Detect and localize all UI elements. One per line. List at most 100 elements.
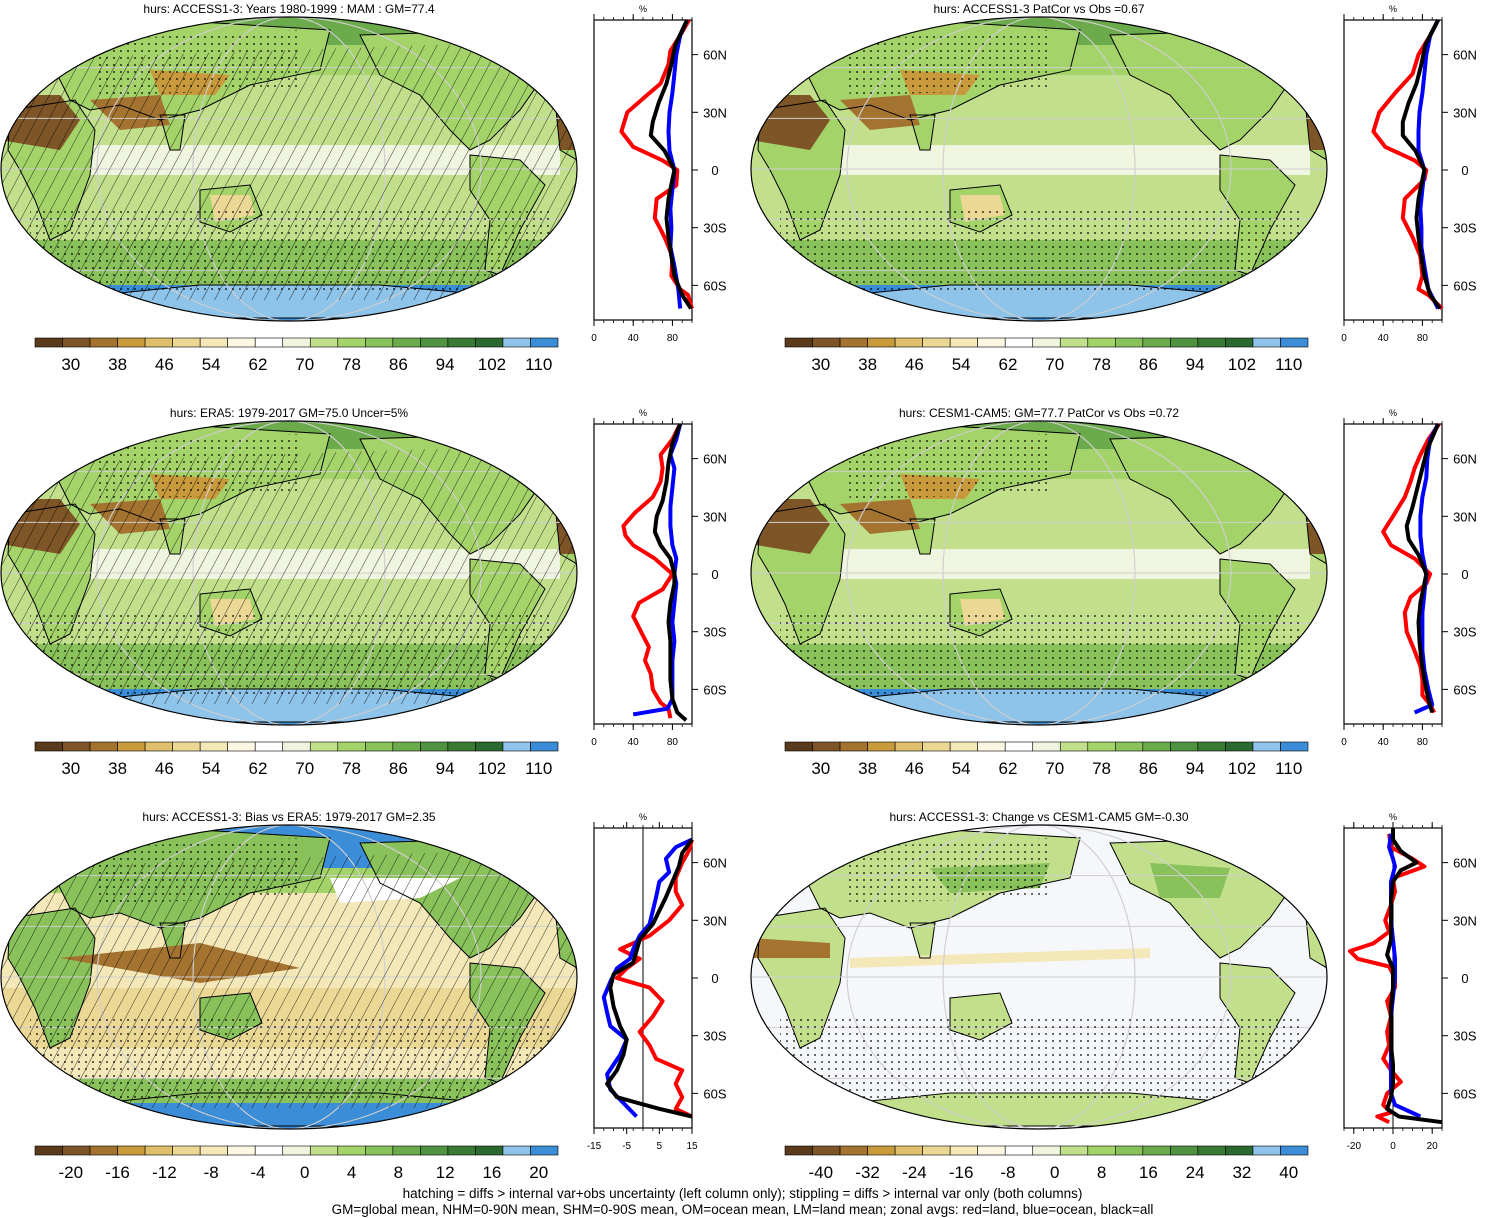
colorbar-swatch <box>1280 741 1309 752</box>
colorbar-swatch <box>309 337 339 348</box>
colorbar-label: -12 <box>152 1163 177 1182</box>
colorbar-swatch <box>420 337 449 348</box>
colorbar-label: 0 <box>300 1163 309 1182</box>
colorbar-swatch <box>922 741 951 752</box>
colorbar-label: 62 <box>249 759 268 778</box>
zonal-x-label: -20 <box>1347 1141 1362 1152</box>
colorbar-swatch <box>867 1145 896 1156</box>
colorbar-swatch <box>447 1145 476 1156</box>
zonal-lat-label: 30S <box>703 625 726 640</box>
colorbar-label: 38 <box>858 759 877 778</box>
colorbar-swatch <box>1197 1145 1226 1156</box>
zonal-lat-label: 60N <box>1453 48 1477 63</box>
zonal-lat-label: 30S <box>703 1029 726 1044</box>
panel-title: hurs: CESM1-CAM5: GM=77.7 PatCor vs Obs … <box>898 406 1180 420</box>
zonal-x-label: 5 <box>657 1141 663 1152</box>
zonal-lat-label: 30S <box>1453 1029 1476 1044</box>
colorbar-swatch <box>34 337 63 348</box>
zonal-lat-label: 60N <box>703 48 727 63</box>
colorbar-label: -16 <box>105 1163 130 1182</box>
colorbar-label: 4 <box>347 1163 356 1182</box>
colorbar-swatch <box>1142 337 1171 348</box>
colorbar-swatch <box>172 1145 201 1156</box>
colorbar: 30 38 46 54 62 70 78 86 94 102 110 <box>784 741 1309 778</box>
map-outline <box>750 824 1328 1130</box>
zonal-line-all <box>1400 19 1442 310</box>
zonal-lat-label: 60S <box>703 1086 726 1101</box>
zonal-x-label: 80 <box>667 333 679 344</box>
panel-graphics: 30 38 46 54 62 70 78 86 94 102 110 0 40 80% 60N 30N 0 30S… <box>750 408 1477 778</box>
colorbar-swatch <box>117 337 146 348</box>
colorbar-label: 94 <box>436 355 455 374</box>
colorbar-swatch <box>977 741 1006 752</box>
zonal-x-label: 40 <box>1378 737 1390 748</box>
colorbar-swatch <box>784 337 813 348</box>
colorbar-swatch <box>199 337 228 348</box>
colorbar-swatch <box>62 741 91 752</box>
colorbar-swatch <box>1170 1145 1199 1156</box>
colorbar-swatch <box>894 337 923 348</box>
zonal-lat-label: 0 <box>1461 971 1468 986</box>
colorbar-label: 54 <box>202 759 221 778</box>
zonal-unit: % <box>639 812 647 822</box>
colorbar-label: -20 <box>58 1163 83 1182</box>
colorbar-label: 102 <box>1228 355 1256 374</box>
colorbar-swatch <box>254 741 284 752</box>
colorbar-swatch <box>894 1145 923 1156</box>
zonal-lat-label: 30S <box>1453 625 1476 640</box>
colorbar-label: 46 <box>155 759 174 778</box>
colorbar-swatch <box>1059 1145 1089 1156</box>
colorbar-swatch <box>337 337 366 348</box>
colorbar-label: 94 <box>1186 355 1205 374</box>
zonal-lat-label: 0 <box>1461 163 1468 178</box>
colorbar-swatch <box>1142 1145 1171 1156</box>
colorbar-swatch <box>392 1145 421 1156</box>
colorbar-swatch <box>1087 337 1116 348</box>
panel-title: hurs: ACCESS1-3 PatCor vs Obs =0.67 <box>933 2 1145 16</box>
colorbar-label: 54 <box>952 759 971 778</box>
colorbar-label: 102 <box>478 759 506 778</box>
colorbar-swatch <box>62 1145 91 1156</box>
colorbar-swatch <box>34 741 63 752</box>
colorbar-label: 86 <box>389 759 408 778</box>
colorbar-label: 94 <box>1186 759 1205 778</box>
colorbar-swatch <box>475 741 504 752</box>
colorbar-label: 110 <box>525 759 552 778</box>
zonal-mean-plot: 0 40 80% 60N 30N 0 30S 60S <box>1341 4 1477 344</box>
colorbar: 30 38 46 54 62 70 78 86 94 102 110 <box>34 741 559 778</box>
colorbar-swatch <box>447 741 476 752</box>
colorbar-label: 102 <box>478 355 506 374</box>
colorbar-swatch <box>199 741 228 752</box>
zonal-line-land <box>1347 833 1427 1125</box>
zonal-lat-label: 30N <box>703 509 727 524</box>
zonal-x-label: -5 <box>622 1141 631 1152</box>
colorbar-swatch <box>89 1145 118 1156</box>
zonal-lat-label: 60S <box>1453 1086 1476 1101</box>
colorbar: 30 38 46 54 62 70 78 86 94 102 110 <box>784 337 1309 374</box>
colorbar-label: 46 <box>905 759 924 778</box>
colorbar-swatch <box>1252 1145 1281 1156</box>
colorbar: -20 -16 -12 -8 -4 0 4 8 12 16 20 <box>34 1145 559 1182</box>
zonal-x-label: 40 <box>1378 333 1390 344</box>
colorbar-swatch <box>475 1145 504 1156</box>
zonal-lat-label: 30N <box>703 913 727 928</box>
colorbar-swatch <box>365 1145 394 1156</box>
colorbar-label: 78 <box>1092 355 1111 374</box>
zonal-mean-plot: -15 -5 5 15% 60N 30N 0 30S 60S <box>587 812 727 1152</box>
colorbar-swatch <box>949 1145 978 1156</box>
colorbar-label: 54 <box>952 355 971 374</box>
colorbar-swatch <box>502 1145 531 1156</box>
colorbar-swatch <box>530 337 559 348</box>
zonal-line-land <box>1381 422 1441 714</box>
land-india <box>910 923 935 958</box>
zonal-unit: % <box>1389 408 1397 418</box>
colorbar-swatch <box>922 337 951 348</box>
colorbar-swatch <box>1004 337 1034 348</box>
colorbar-swatch <box>1225 1145 1254 1156</box>
colorbar-swatch <box>1280 337 1309 348</box>
zonal-line-all <box>652 423 688 722</box>
colorbar-swatch <box>254 337 284 348</box>
colorbar-label: 102 <box>1228 759 1256 778</box>
zonal-mean-plot: 0 40 80% 60N 30N 0 30S 60S <box>591 4 727 344</box>
zonal-line-land <box>619 18 694 310</box>
